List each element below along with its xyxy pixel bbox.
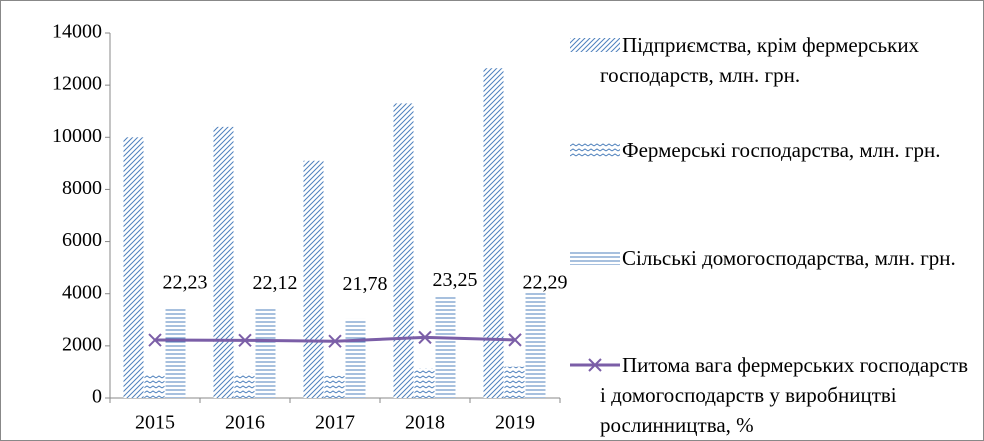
data-label: 23,25 — [433, 269, 478, 291]
legend-label: Підприємства, крім фермерських господарс… — [600, 33, 920, 87]
line-marker — [328, 334, 342, 348]
x-tick-label: 2019 — [495, 412, 535, 434]
bar — [414, 368, 435, 398]
x-tick-label: 2017 — [315, 412, 355, 434]
bar — [525, 292, 546, 398]
legend-label: Фермерські господарства, млн. грн. — [622, 138, 941, 162]
legend-item: Сільські домогосподарства, млн. грн. — [570, 243, 978, 273]
line-marker — [148, 333, 162, 347]
line-marker — [238, 333, 252, 348]
bar — [393, 103, 414, 399]
legend-marker — [588, 358, 602, 372]
y-tick-label: 6000 — [62, 229, 102, 251]
legend-pattern — [570, 143, 620, 157]
x-tick-label: 2018 — [405, 412, 445, 434]
line-marker — [508, 333, 522, 347]
line-marker — [418, 330, 432, 345]
bar — [324, 375, 345, 398]
x-tick-label: 2015 — [135, 412, 175, 434]
legend-label: Питома вага фермерських господарств і до… — [600, 353, 969, 437]
legend-swatch — [570, 251, 620, 265]
bar — [504, 366, 525, 398]
y-tick-label: 0 — [92, 386, 102, 408]
y-tick-label: 8000 — [62, 177, 102, 199]
bar — [144, 374, 165, 398]
legend-pattern — [570, 38, 620, 52]
legend-label: Сільські домогосподарства, млн. грн. — [622, 246, 956, 270]
data-label: 22,23 — [163, 272, 208, 294]
legend-swatch — [570, 38, 620, 52]
bar — [483, 68, 504, 399]
legend-swatch — [570, 358, 620, 372]
legend-item: Підприємства, крім фермерських господарс… — [570, 30, 978, 90]
y-tick-label: 14000 — [52, 21, 102, 43]
legend-pattern — [570, 251, 620, 265]
legend-item: Питома вага фермерських господарств і до… — [570, 350, 978, 440]
x-tick-label: 2016 — [225, 412, 265, 434]
legend-swatch — [570, 143, 620, 157]
bar — [435, 296, 456, 398]
bar — [234, 373, 255, 398]
bar — [165, 306, 186, 398]
y-tick-label: 2000 — [62, 333, 102, 355]
bar — [255, 308, 276, 398]
y-tick-label: 12000 — [52, 73, 102, 95]
bar — [345, 318, 366, 398]
y-tick-label: 4000 — [62, 281, 102, 303]
data-label: 22,29 — [523, 271, 568, 293]
data-label: 22,12 — [253, 272, 298, 294]
bar — [123, 137, 144, 399]
bar — [213, 126, 234, 398]
legend-item: Фермерські господарства, млн. грн. — [570, 135, 978, 165]
data-label: 21,78 — [343, 273, 388, 295]
bar — [303, 160, 324, 398]
y-tick-label: 10000 — [52, 125, 102, 147]
